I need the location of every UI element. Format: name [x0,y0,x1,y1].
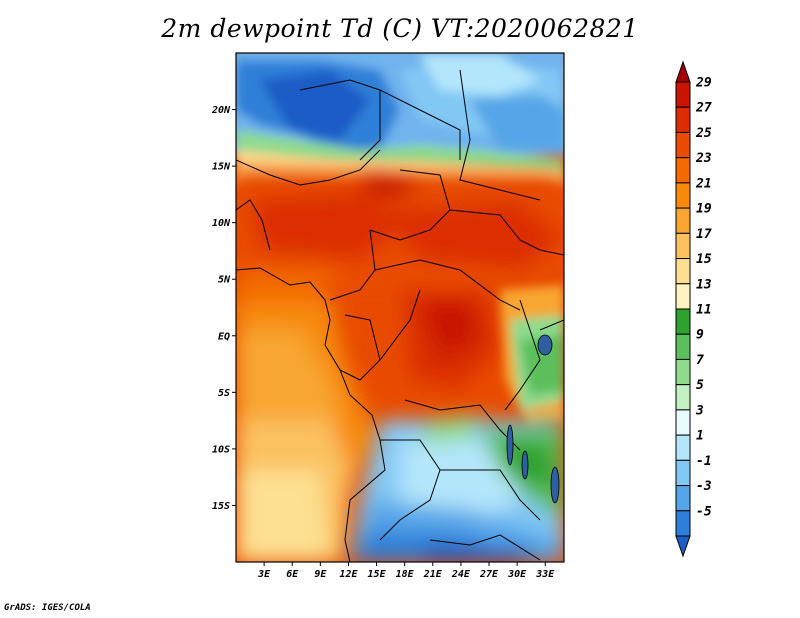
colorbar-bin [675,485,691,512]
colorbar-bin [675,258,691,285]
lon-tick-label: 24E [451,569,471,580]
colorbar-bin [675,358,691,386]
longitude-axis: 3E 6E 9E 12E 15E 18E 21E 24E 27E 30E 33E [257,562,555,580]
colorbar-label: 11 [696,303,712,318]
lat-tick-label: 15S [212,501,230,512]
colorbar-bin [675,157,691,184]
lon-tick-label: 6E [286,569,299,580]
lon-tick-label: 33E [535,569,555,580]
lon-tick-label: 9E [314,569,327,580]
colorbar-bin [675,409,691,436]
colorbar-label: 17 [696,227,712,242]
colorbar-label: 15 [696,252,712,267]
lon-tick-label: 30E [507,569,527,580]
lon-tick-label: 21E [423,569,443,580]
lon-tick-label: 18E [396,569,415,580]
colorbar-bin [675,207,691,234]
colorbar-bin [675,131,691,159]
colorbar-label: 1 [696,429,704,444]
lon-tick-label: 3E [257,569,271,580]
map-frame [235,52,565,563]
colorbar-label: 27 [695,101,712,116]
lat-tick-label: 10N [212,218,231,229]
colorbar-bin [675,384,691,411]
colorbar-label: 29 [695,76,712,91]
latitude-axis: 20N 15N 10N 5N EQ 5S 10S 15S [211,105,236,512]
colorbar-bin [675,510,691,537]
colorbar-label: 9 [696,328,704,343]
lat-tick-label: 10S [212,444,230,455]
colorbar-bin [675,232,691,260]
colorbar-label: 7 [696,353,704,368]
colorbar-label: 25 [695,126,712,141]
colorbar-bin [675,333,691,360]
colorbar-label: 23 [695,151,712,166]
lat-tick-label: 5S [218,388,230,399]
lon-tick-label: 27E [479,569,499,580]
country-borders [236,69,564,562]
colorbar-label: 13 [696,277,712,292]
lat-tick-label: EQ [218,331,230,342]
colorbar-bin [675,308,691,335]
colorbar-label: -3 [696,479,712,494]
colorbar-top-arrow [675,60,691,83]
lon-tick-label: 12E [339,569,358,580]
lat-tick-label: 20N [211,105,231,116]
colorbar-label: -5 [696,504,712,519]
lat-tick-label: 5N [218,275,231,286]
colorbar-bin [675,81,691,108]
lon-tick-label: 15E [368,569,387,580]
colorbar-bin [675,106,691,133]
colorbar-label: 3 [695,403,704,418]
footer-credit: GrADS: IGES/COLA [4,603,91,613]
colorbar-bottom-arrow [675,535,691,558]
colorbar-label: 5 [696,378,704,393]
colorbar-label: 21 [695,176,712,191]
colorbar-bin [675,182,691,209]
lat-tick-label: 15N [212,162,231,173]
dewpoint-field [236,53,564,562]
lakes [506,334,560,504]
colorbar-bin [675,283,691,310]
plot-title: 2m dewpoint Td (C) VT:2020062821 [161,14,639,43]
colorbar-label: -1 [696,454,712,469]
colorbar-label: 19 [696,202,712,217]
colorbar-bin [675,434,691,461]
colorbar: 29 27 25 23 21 19 17 15 13 11 9 7 5 3 1 -1 -3 -5 [675,60,712,558]
colorbar-bin [675,459,691,487]
